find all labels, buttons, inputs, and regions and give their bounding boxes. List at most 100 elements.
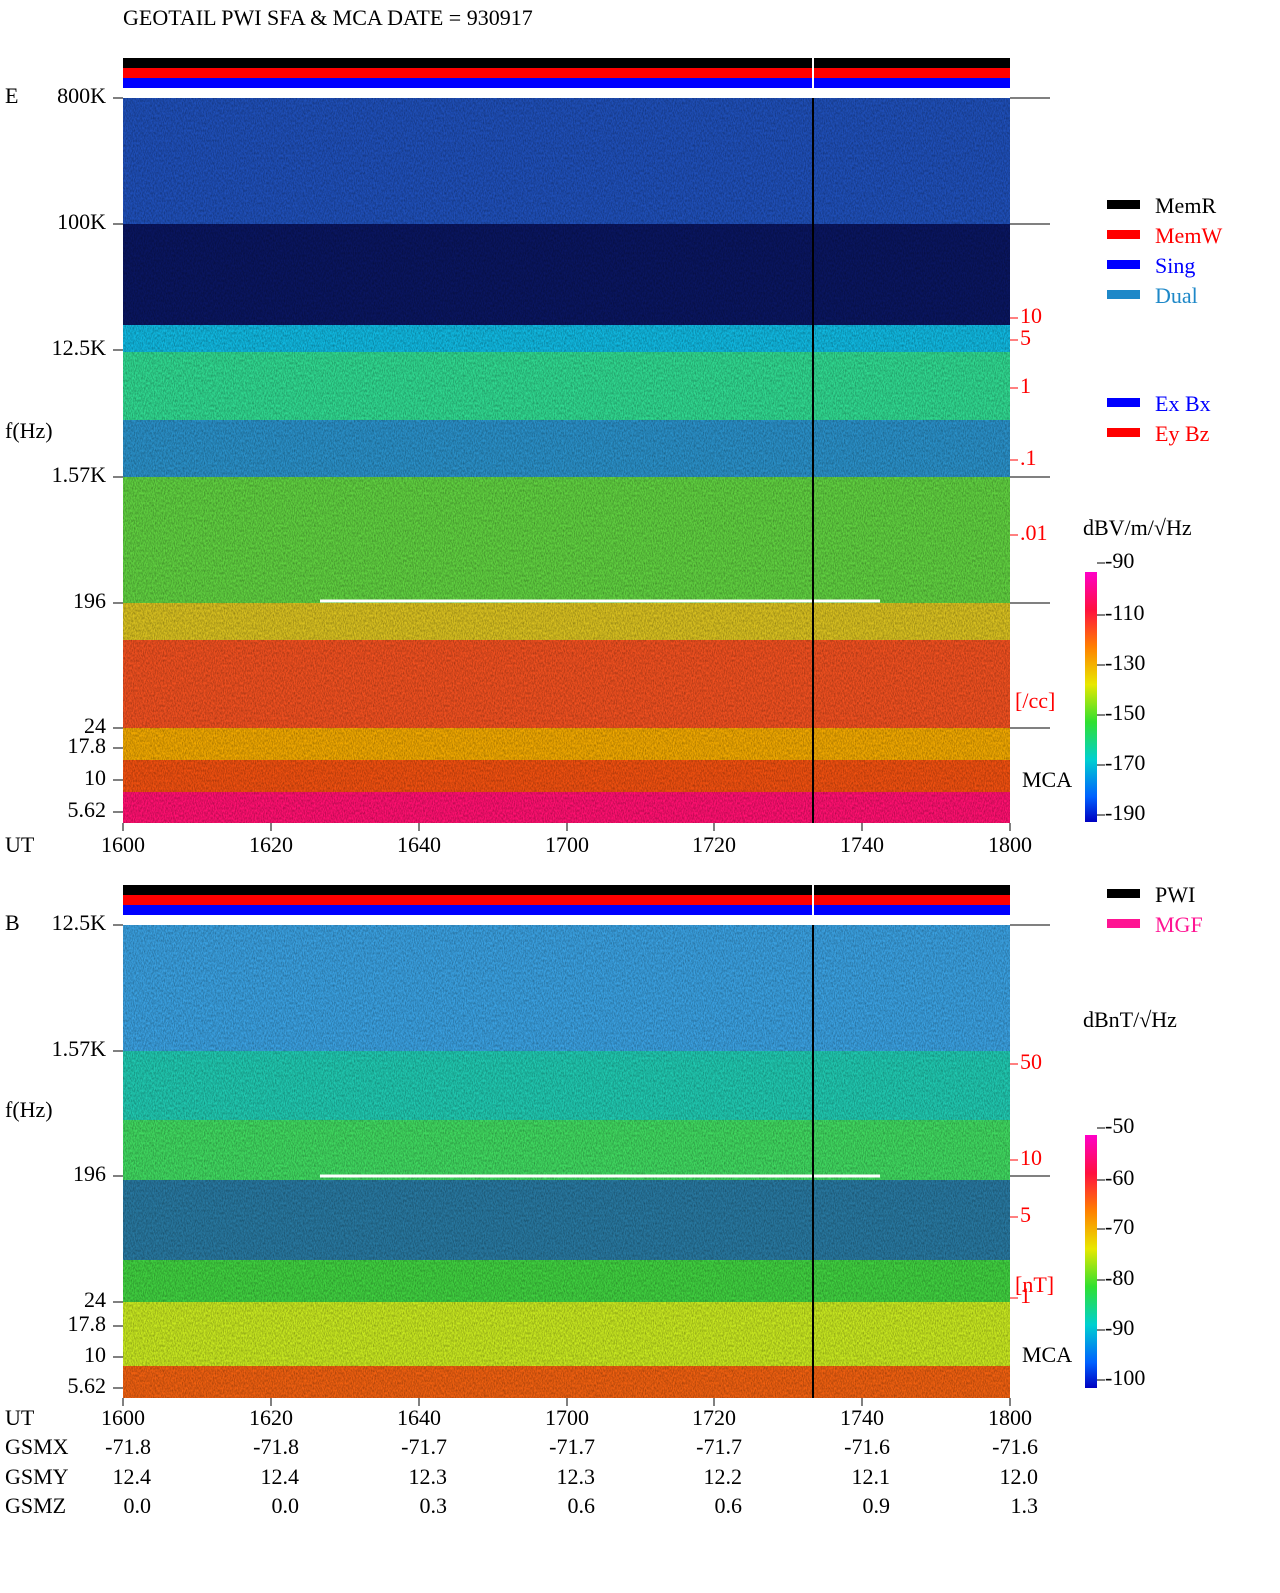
orbit-value: -71.6 [844, 1434, 890, 1459]
spectrogram-noise [123, 98, 1010, 823]
legend-swatch [1107, 428, 1140, 437]
orbit-value: -71.7 [696, 1434, 742, 1459]
orbit-value: 0.0 [272, 1493, 300, 1518]
right-tick-label: .1 [1020, 445, 1037, 470]
colorbar-tick-label: -60 [1105, 1165, 1134, 1190]
colorbar-tick-label: -110 [1105, 600, 1145, 625]
orbit-value: 0.9 [863, 1493, 891, 1518]
y-tick-label: 196 [73, 588, 106, 613]
status-bar [123, 58, 1010, 68]
y-tick-label: 10 [84, 765, 106, 790]
y-tick-label: 12.5K [52, 335, 107, 360]
legend-swatch [1107, 230, 1140, 239]
colorbar-tick-label: -50 [1105, 1113, 1134, 1138]
colorbar-tick-label: -170 [1105, 750, 1145, 775]
right-tick-label: 1 [1020, 1283, 1031, 1308]
legend-label: MGF [1155, 912, 1203, 937]
legend-swatch [1107, 260, 1140, 269]
colorbar-tick-label: -70 [1105, 1214, 1134, 1239]
right-tick-label: 10 [1020, 1145, 1042, 1170]
legend-swatch [1107, 919, 1140, 928]
x-tick-label: 1600 [101, 1405, 145, 1430]
y-tick-label: 17.8 [68, 1311, 107, 1336]
y-tick-label: 1.57K [52, 1036, 107, 1061]
x-tick-label: 1800 [988, 1405, 1032, 1430]
legend-swatch [1107, 200, 1140, 209]
orbit-value: -71.8 [105, 1434, 151, 1459]
orbit-row-name: GSMX [5, 1434, 69, 1459]
colorbar-tick-label: -80 [1105, 1265, 1134, 1290]
orbit-value: 12.3 [557, 1464, 596, 1489]
x-tick-label: 1600 [101, 832, 145, 857]
right-tick-label: 5 [1020, 1202, 1031, 1227]
x-axis-label: UT [5, 832, 35, 857]
orbit-value: 1.3 [1011, 1493, 1039, 1518]
x-tick-label: 1800 [988, 832, 1032, 857]
y-tick-label: 1.57K [52, 462, 107, 487]
orbit-value: -71.7 [549, 1434, 595, 1459]
x-tick-label: 1640 [397, 1405, 441, 1430]
legend-label: Sing [1155, 253, 1195, 278]
spectrogram-noise [123, 925, 1010, 1398]
legend-label: PWI [1155, 882, 1195, 907]
y-axis-label: f(Hz) [5, 418, 53, 443]
orbit-value: 12.1 [852, 1464, 891, 1489]
title: GEOTAIL PWI SFA & MCA DATE = 930917 [123, 5, 533, 30]
status-bar [123, 905, 1010, 915]
legend-swatch [1107, 290, 1140, 299]
y-tick-label: 196 [73, 1161, 106, 1186]
right-tick-label: 5 [1020, 325, 1031, 350]
x-tick-label: 1740 [840, 832, 884, 857]
legend-label: Dual [1155, 283, 1198, 308]
status-bar [123, 885, 1010, 895]
x-tick-label: 1620 [249, 1405, 293, 1430]
x-tick-label: 1700 [545, 832, 589, 857]
x-tick-label: 1740 [840, 1405, 884, 1430]
y-tick-label: 24 [84, 1287, 106, 1312]
y-tick-label: 100K [57, 209, 106, 234]
orbit-value: -71.7 [401, 1434, 447, 1459]
right-tick-label: 1 [1020, 373, 1031, 398]
colorbar-unit: dBnT/√Hz [1083, 1007, 1177, 1032]
orbit-value: 12.0 [1000, 1464, 1039, 1489]
orbit-value: -71.8 [253, 1434, 299, 1459]
x-tick-label: 1720 [692, 1405, 736, 1430]
colorbar-tick-label: -100 [1105, 1365, 1145, 1390]
orbit-value: 0.3 [420, 1493, 448, 1518]
legend-swatch [1107, 398, 1140, 407]
y-tick-label: 10 [84, 1342, 106, 1367]
spectrogram-images [123, 58, 1010, 1398]
panel-label: B [5, 910, 20, 935]
orbit-value: 12.4 [261, 1464, 300, 1489]
orbit-value: 0.6 [568, 1493, 596, 1518]
y-tick-label: 5.62 [68, 797, 107, 822]
right-tick-label: .01 [1020, 520, 1048, 545]
colorbar-tick-label: -130 [1105, 650, 1145, 675]
legend-label: Ex Bx [1155, 391, 1211, 416]
orbit-value: 12.4 [113, 1464, 152, 1489]
legend-label: MemW [1155, 223, 1222, 248]
orbit-row-name: GSMZ [5, 1493, 66, 1518]
y-tick-label: 12.5K [52, 910, 107, 935]
colorbar-tick-label: -90 [1105, 1315, 1134, 1340]
colorbar-tick-label: -90 [1105, 548, 1134, 573]
legend-label: Ey Bz [1155, 421, 1210, 446]
legend-label: MemR [1155, 193, 1216, 218]
mca-label: MCA [1022, 1342, 1072, 1367]
y-tick-label: 17.8 [68, 733, 107, 758]
orbit-value: 0.6 [715, 1493, 743, 1518]
status-bar [123, 68, 1010, 78]
x-tick-label: 1640 [397, 832, 441, 857]
mca-label: MCA [1022, 767, 1072, 792]
y-tick-label: 5.62 [68, 1373, 107, 1398]
right-unit: [/cc] [1015, 688, 1055, 713]
colorbar-tick-label: -190 [1105, 800, 1145, 825]
status-bar [123, 895, 1010, 905]
orbit-row-name: GSMY [5, 1464, 69, 1489]
y-tick-label: 800K [57, 83, 106, 108]
x-axis-label: UT [5, 1405, 35, 1430]
x-tick-label: 1620 [249, 832, 293, 857]
status-bar [123, 78, 1010, 88]
orbit-value: 12.3 [409, 1464, 448, 1489]
